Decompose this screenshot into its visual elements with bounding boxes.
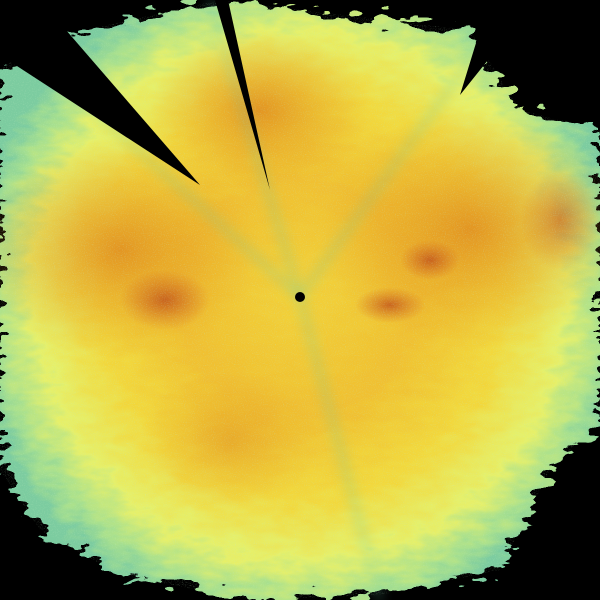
radar-site [295, 292, 305, 302]
blocked-sectors [0, 0, 520, 190]
